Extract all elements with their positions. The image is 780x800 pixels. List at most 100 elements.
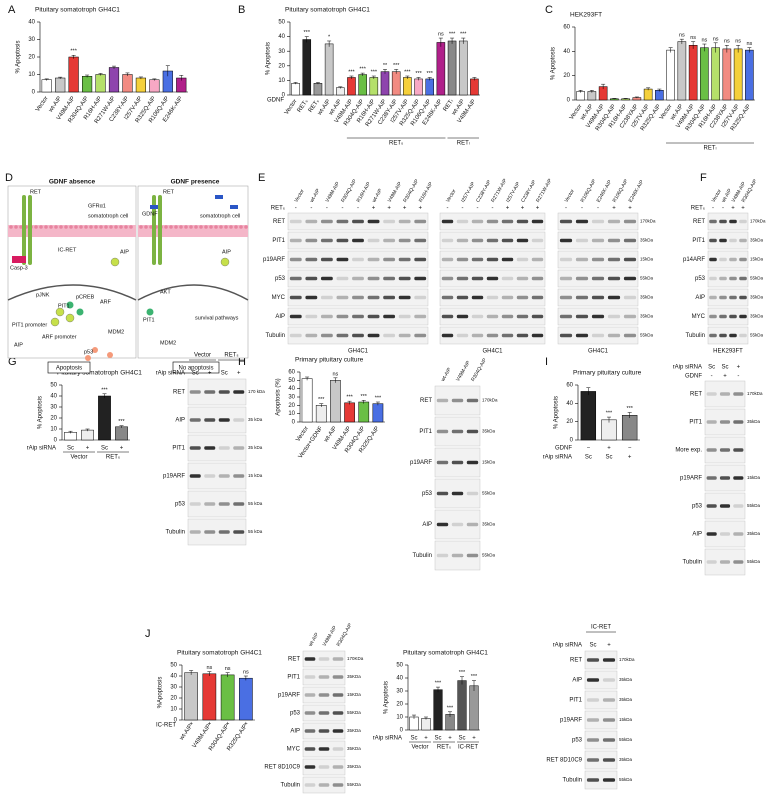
band (352, 314, 364, 319)
bar (41, 79, 52, 93)
group-label: RETₛ (224, 353, 238, 359)
band (729, 238, 737, 243)
lane-sign: - (722, 206, 724, 212)
blot-strip (584, 650, 618, 670)
lane-sign: - (326, 206, 328, 212)
x-axis-label: rAip siRNA (27, 446, 56, 452)
band (456, 257, 469, 262)
band (436, 460, 449, 465)
pit1 (76, 308, 84, 316)
lipid (244, 225, 248, 229)
diagram-title: GDNF presence (171, 179, 220, 186)
bar (447, 40, 457, 96)
significance: *** (375, 395, 382, 401)
diagram-label: ARF promoter (42, 334, 77, 340)
band (383, 276, 396, 281)
band (466, 491, 479, 496)
band (706, 448, 717, 452)
y-tick-label: 40 (50, 394, 57, 400)
row-label: AIP (290, 729, 300, 735)
lane-sign: + (612, 206, 616, 212)
band (739, 257, 747, 262)
bar (122, 74, 133, 93)
band (719, 504, 731, 508)
bar (414, 78, 423, 96)
band (559, 314, 573, 319)
band (383, 219, 396, 224)
row-label: p53 (572, 738, 583, 744)
x-tick-label: Sc (458, 736, 465, 742)
band (466, 460, 479, 465)
band (729, 314, 737, 319)
x-row-value: Sc (605, 455, 612, 461)
band (719, 420, 731, 424)
lipid (89, 225, 93, 229)
band (586, 678, 600, 682)
bar (68, 56, 79, 93)
band (318, 675, 330, 679)
band (398, 257, 411, 262)
diagram-label: survival pathways (195, 315, 239, 321)
blot-strip (302, 758, 346, 776)
band (531, 276, 544, 281)
bar (302, 39, 312, 96)
group-label: IC-RET (458, 745, 478, 751)
y-tick-label: 40 (288, 386, 295, 392)
band (318, 711, 330, 715)
significance: *** (626, 406, 633, 412)
lipid (54, 225, 58, 229)
blot-caption: GH4C1 (348, 349, 369, 355)
x-axis-label: GDNF (267, 98, 284, 104)
x-row-value: + (226, 722, 230, 728)
marker: 15 kDa (248, 473, 263, 478)
lane-sign: + (506, 206, 510, 212)
band (602, 758, 616, 762)
band (531, 257, 544, 262)
row-label: PIT1 (287, 675, 300, 681)
band (591, 257, 605, 262)
band (501, 314, 514, 319)
significance: ns (735, 39, 741, 45)
lipid (149, 225, 153, 229)
band (367, 238, 380, 243)
band (233, 446, 245, 450)
band (559, 333, 573, 338)
x-axis-label: GDNF (555, 446, 572, 452)
band (706, 392, 717, 396)
row-label: RET (570, 658, 582, 664)
bar (149, 79, 160, 93)
y-tick-label: 10 (278, 78, 285, 84)
significance: *** (304, 30, 311, 36)
lipid (139, 225, 143, 229)
x-tick-label: − (628, 446, 632, 452)
band (486, 295, 499, 300)
blot-strip (287, 288, 429, 307)
band (189, 390, 201, 394)
band (729, 257, 737, 262)
row-label: Tubulin (413, 553, 432, 559)
band (719, 476, 731, 480)
significance: ns (724, 39, 730, 45)
significance: *** (449, 32, 456, 38)
lane-sign: - (477, 206, 479, 212)
band (586, 778, 600, 782)
significance: *** (471, 674, 478, 680)
band (575, 238, 589, 243)
significance: ns (243, 669, 249, 675)
y-tick-label: 0 (32, 90, 36, 96)
marker: 35kDa (482, 522, 496, 527)
y-tick-label: 60 (288, 370, 295, 376)
marker: 35kDa (640, 314, 654, 319)
marker: 15kDa (640, 257, 654, 262)
band (591, 295, 605, 300)
lipid (129, 225, 133, 229)
band (719, 532, 731, 536)
lipid (39, 225, 43, 229)
group-label: RETₛ (389, 141, 403, 147)
band (204, 474, 216, 478)
blot-strip (557, 231, 639, 250)
lane-label: + (607, 643, 611, 649)
band (559, 276, 573, 281)
blot-strip (584, 690, 618, 710)
panel-letter: A (8, 4, 16, 16)
